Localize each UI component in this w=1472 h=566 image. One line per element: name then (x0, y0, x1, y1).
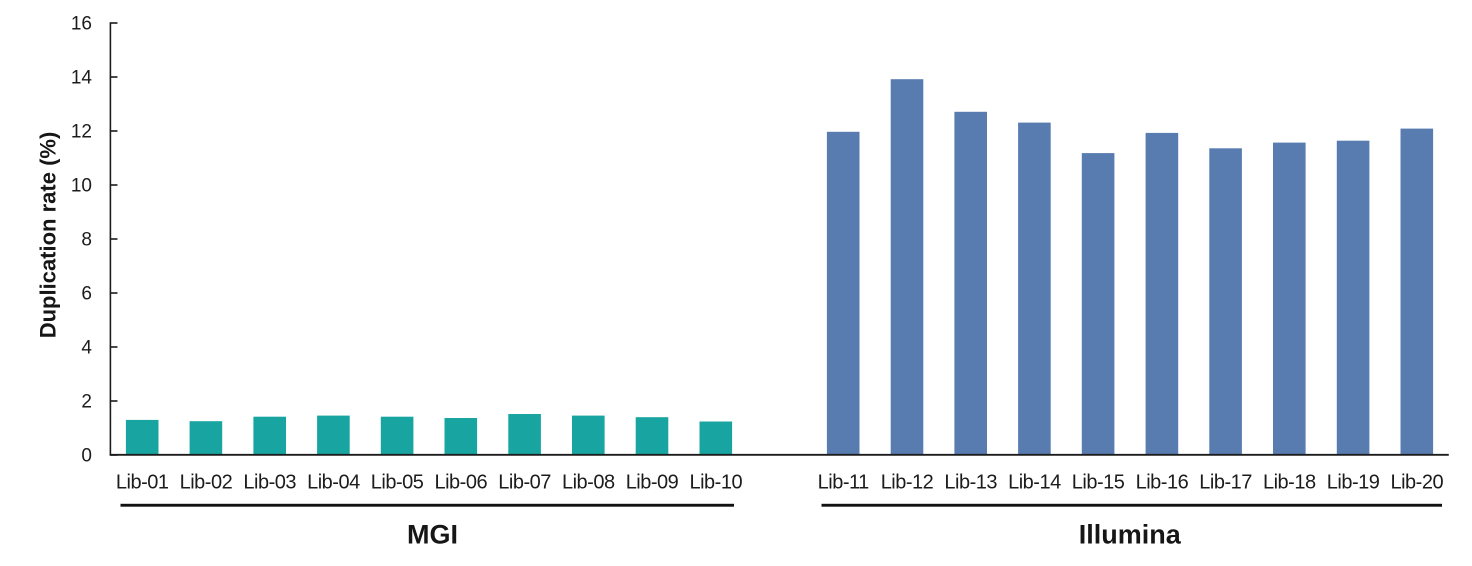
svg-text:Duplication rate (%): Duplication rate (%) (36, 132, 61, 339)
svg-text:Lib-18: Lib-18 (1263, 471, 1316, 493)
svg-text:Lib-01: Lib-01 (116, 471, 169, 493)
svg-text:0: 0 (81, 446, 92, 467)
svg-text:10: 10 (71, 176, 92, 197)
svg-text:8: 8 (81, 230, 92, 251)
svg-text:MGI: MGI (407, 520, 458, 550)
svg-text:Illumina: Illumina (1079, 520, 1182, 550)
svg-text:Lib-06: Lib-06 (434, 471, 487, 493)
svg-text:2: 2 (81, 392, 92, 413)
svg-text:Lib-07: Lib-07 (498, 471, 551, 493)
svg-text:4: 4 (81, 338, 92, 359)
svg-text:Lib-14: Lib-14 (1008, 471, 1061, 493)
svg-text:Lib-02: Lib-02 (180, 471, 233, 493)
svg-text:Lib-20: Lib-20 (1390, 471, 1443, 493)
svg-text:14: 14 (71, 68, 93, 89)
svg-text:Lib-10: Lib-10 (689, 471, 742, 493)
svg-text:Lib-19: Lib-19 (1327, 471, 1380, 493)
svg-text:Lib-04: Lib-04 (307, 471, 360, 493)
svg-text:Lib-05: Lib-05 (371, 471, 424, 493)
svg-text:16: 16 (71, 14, 92, 35)
svg-text:12: 12 (71, 122, 92, 143)
svg-text:Lib-15: Lib-15 (1072, 471, 1125, 493)
svg-text:Lib-16: Lib-16 (1136, 471, 1189, 493)
svg-text:Lib-09: Lib-09 (626, 471, 679, 493)
svg-text:Lib-12: Lib-12 (881, 471, 934, 493)
svg-text:Lib-08: Lib-08 (562, 471, 615, 493)
svg-text:Lib-13: Lib-13 (944, 471, 997, 493)
svg-text:Lib-11: Lib-11 (818, 471, 869, 493)
svg-text:6: 6 (81, 284, 92, 305)
svg-text:Lib-17: Lib-17 (1199, 471, 1252, 493)
svg-text:Lib-03: Lib-03 (243, 471, 296, 493)
